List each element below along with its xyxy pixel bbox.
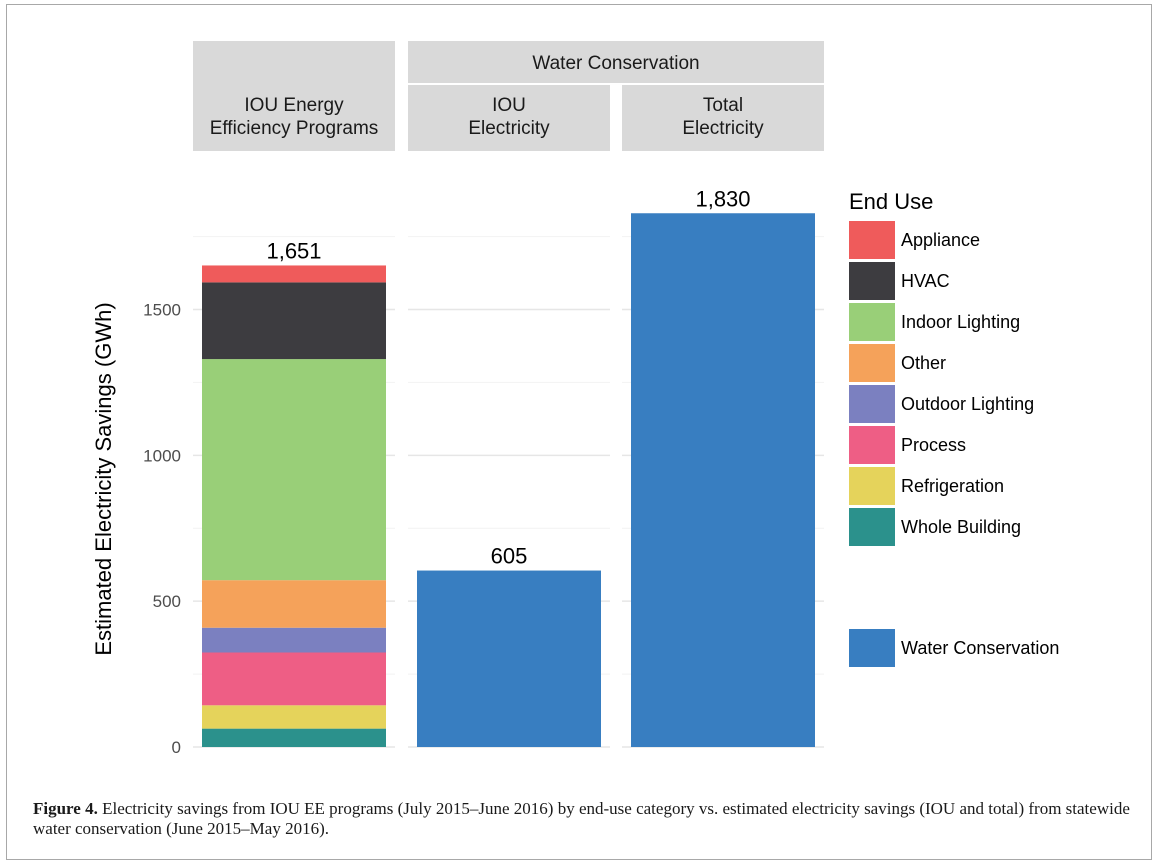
bar-group bbox=[631, 213, 815, 747]
bar-segment bbox=[202, 580, 386, 628]
bar-group bbox=[202, 265, 386, 747]
group-strip bbox=[408, 41, 824, 83]
facet-strip bbox=[622, 85, 824, 151]
bars bbox=[202, 213, 815, 747]
legend-label: Water Conservation bbox=[901, 638, 1059, 658]
bar-segment bbox=[202, 652, 386, 706]
bar-total-label: 1,651 bbox=[266, 238, 321, 263]
figure-caption: Figure 4. Electricity savings from IOU E… bbox=[33, 799, 1133, 839]
group-strip-label: Water Conservation bbox=[532, 53, 699, 74]
bar-segment bbox=[202, 265, 386, 283]
bar-group bbox=[417, 570, 601, 747]
legend-label: Refrigeration bbox=[901, 476, 1004, 496]
legend-key bbox=[849, 629, 895, 667]
bar-segment bbox=[417, 570, 601, 747]
legend-key bbox=[849, 303, 895, 341]
facet-strip-label: Efficiency Programs bbox=[210, 118, 379, 139]
bar-segment bbox=[202, 359, 386, 581]
y-tick-label: 0 bbox=[172, 738, 181, 757]
facet-strip bbox=[193, 41, 395, 151]
bar-segment bbox=[202, 705, 386, 729]
legend-key bbox=[849, 508, 895, 546]
facet-strip bbox=[408, 85, 610, 151]
legend-title: End Use bbox=[849, 189, 933, 214]
caption-label: Figure 4. bbox=[33, 799, 98, 818]
legend-label: Indoor Lighting bbox=[901, 312, 1020, 332]
caption-text: Electricity savings from IOU EE programs… bbox=[33, 799, 1130, 838]
legend-key bbox=[849, 426, 895, 464]
legend-label: Whole Building bbox=[901, 517, 1021, 537]
legend-label: HVAC bbox=[901, 271, 950, 291]
data-labels: 1,651 605 1,830 bbox=[266, 186, 750, 568]
y-axis-title: Estimated Electricity Savings (GWh) bbox=[91, 302, 116, 655]
y-tick-label: 1000 bbox=[143, 446, 181, 465]
bar-segment bbox=[202, 282, 386, 360]
legend-label: Other bbox=[901, 353, 946, 373]
legend-label: Outdoor Lighting bbox=[901, 394, 1034, 414]
bar-segment bbox=[202, 728, 386, 747]
bar-total-label: 605 bbox=[491, 544, 528, 569]
legend: End Use Appliance HVAC Indoor Lighting Other… bbox=[849, 189, 1059, 667]
facet-strip-label: IOU bbox=[492, 95, 526, 116]
bar-total-label: 1,830 bbox=[695, 186, 750, 211]
legend-label: Process bbox=[901, 435, 966, 455]
legend-label: Appliance bbox=[901, 230, 980, 250]
legend-key bbox=[849, 344, 895, 382]
y-tick-label: 1500 bbox=[143, 301, 181, 320]
facet-strip-label: IOU Energy bbox=[244, 95, 344, 116]
figure-frame: Water Conservation IOU Energy Efficiency P… bbox=[6, 4, 1152, 860]
facet-strip-label: Total bbox=[703, 95, 743, 116]
bar-segment bbox=[631, 213, 815, 747]
facet-strip-label: Electricity bbox=[468, 118, 550, 139]
legend-key bbox=[849, 467, 895, 505]
y-tick-label: 500 bbox=[153, 592, 181, 611]
legend-key bbox=[849, 262, 895, 300]
legend-key bbox=[849, 385, 895, 423]
legend-key bbox=[849, 221, 895, 259]
facet-strip-label: Electricity bbox=[682, 118, 764, 139]
bar-segment bbox=[202, 627, 386, 653]
y-axis: 0 500 1000 1500 Estimated Electricity Saving… bbox=[91, 301, 181, 758]
